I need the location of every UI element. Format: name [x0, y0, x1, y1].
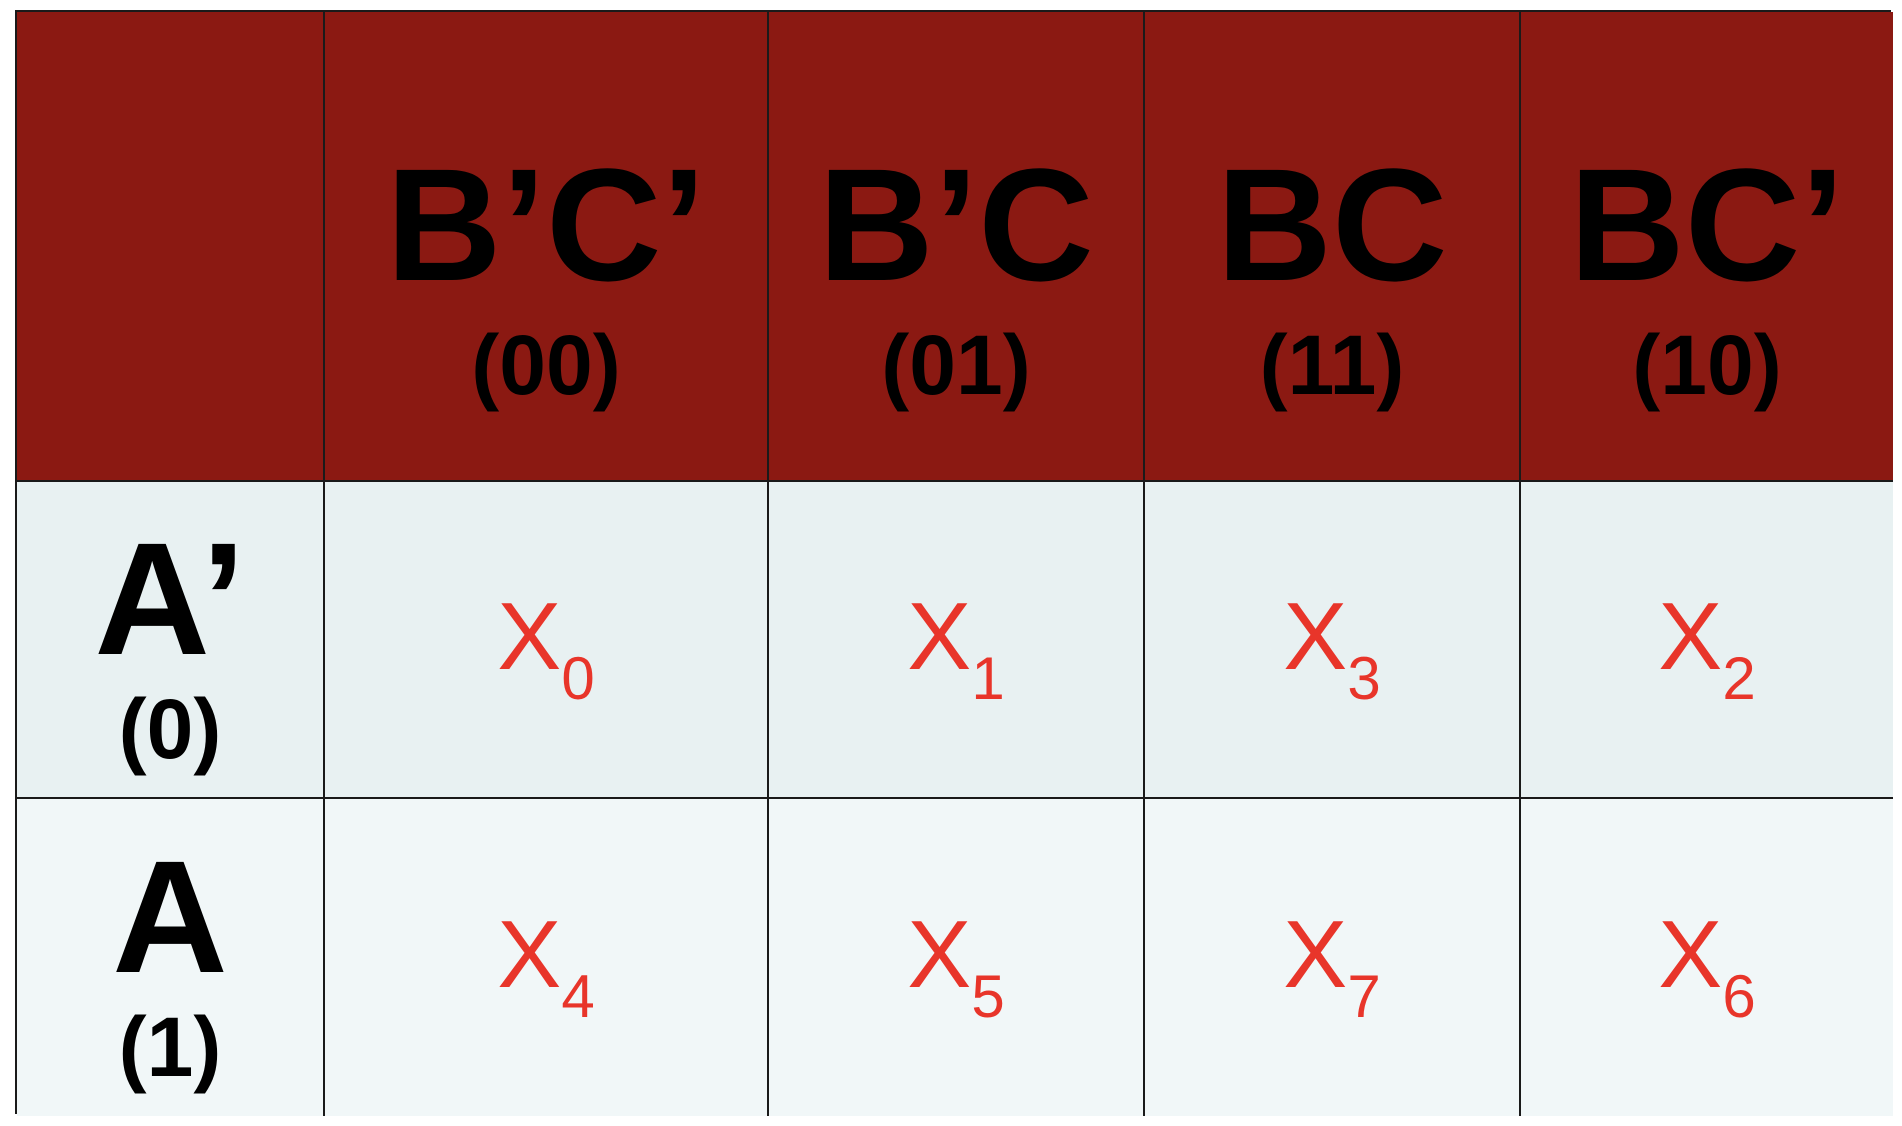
column-term: BC’: [1569, 135, 1845, 314]
karnaugh-map: B’C’ (00) B’C (01) BC (11) BC’ (10) A’ (…: [15, 10, 1893, 1116]
minterm-index: 1: [971, 644, 1005, 712]
column-code: (11): [1259, 318, 1405, 412]
row-code: (1): [118, 999, 222, 1094]
minterm-letter: X: [497, 900, 562, 1008]
minterm-cell-m6: X6: [1521, 799, 1893, 1116]
minterm-letter: X: [1283, 582, 1348, 690]
column-code: (10): [1632, 318, 1782, 412]
minterm-label: X2: [1658, 571, 1755, 709]
column-header-bc-10: BC’ (10): [1521, 12, 1893, 482]
minterm-cell-m3: X3: [1145, 482, 1521, 799]
minterm-index: 4: [561, 962, 595, 1030]
minterm-label: X6: [1658, 889, 1755, 1027]
minterm-cell-m7: X7: [1145, 799, 1521, 1116]
column-code: (00): [471, 318, 621, 412]
row-term: A’: [94, 508, 246, 688]
minterm-label: X3: [1283, 571, 1380, 709]
minterm-cell-m5: X5: [769, 799, 1145, 1116]
minterm-index: 2: [1722, 644, 1756, 712]
minterm-cell-m2: X2: [1521, 482, 1893, 799]
minterm-letter: X: [1658, 900, 1723, 1008]
minterm-index: 5: [971, 962, 1005, 1030]
minterm-label: X4: [497, 889, 594, 1027]
minterm-cell-m4: X4: [325, 799, 769, 1116]
corner-cell: [17, 12, 325, 482]
minterm-label: X1: [907, 571, 1004, 709]
minterm-cell-m0: X0: [325, 482, 769, 799]
minterm-letter: X: [497, 582, 562, 690]
row-header-a-1: A (1): [17, 799, 325, 1116]
column-term: BC: [1216, 135, 1448, 314]
minterm-letter: X: [907, 582, 972, 690]
column-code: (01): [881, 318, 1031, 412]
minterm-letter: X: [1283, 900, 1348, 1008]
column-term: B’C’: [386, 135, 706, 314]
row-header-a-0: A’ (0): [17, 482, 325, 799]
minterm-index: 6: [1722, 962, 1756, 1030]
minterm-letter: X: [907, 900, 972, 1008]
minterm-cell-m1: X1: [769, 482, 1145, 799]
row-term: A: [112, 826, 228, 1006]
minterm-index: 0: [561, 644, 595, 712]
minterm-label: X5: [907, 889, 1004, 1027]
minterm-index: 7: [1347, 962, 1381, 1030]
column-header-bc-11: BC (11): [1145, 12, 1521, 482]
column-header-bc-01: B’C (01): [769, 12, 1145, 482]
minterm-label: X0: [497, 571, 594, 709]
minterm-index: 3: [1347, 644, 1381, 712]
minterm-letter: X: [1658, 582, 1723, 690]
column-header-bc-00: B’C’ (00): [325, 12, 769, 482]
column-term: B’C: [818, 135, 1094, 314]
minterm-label: X7: [1283, 889, 1380, 1027]
row-code: (0): [118, 681, 222, 776]
